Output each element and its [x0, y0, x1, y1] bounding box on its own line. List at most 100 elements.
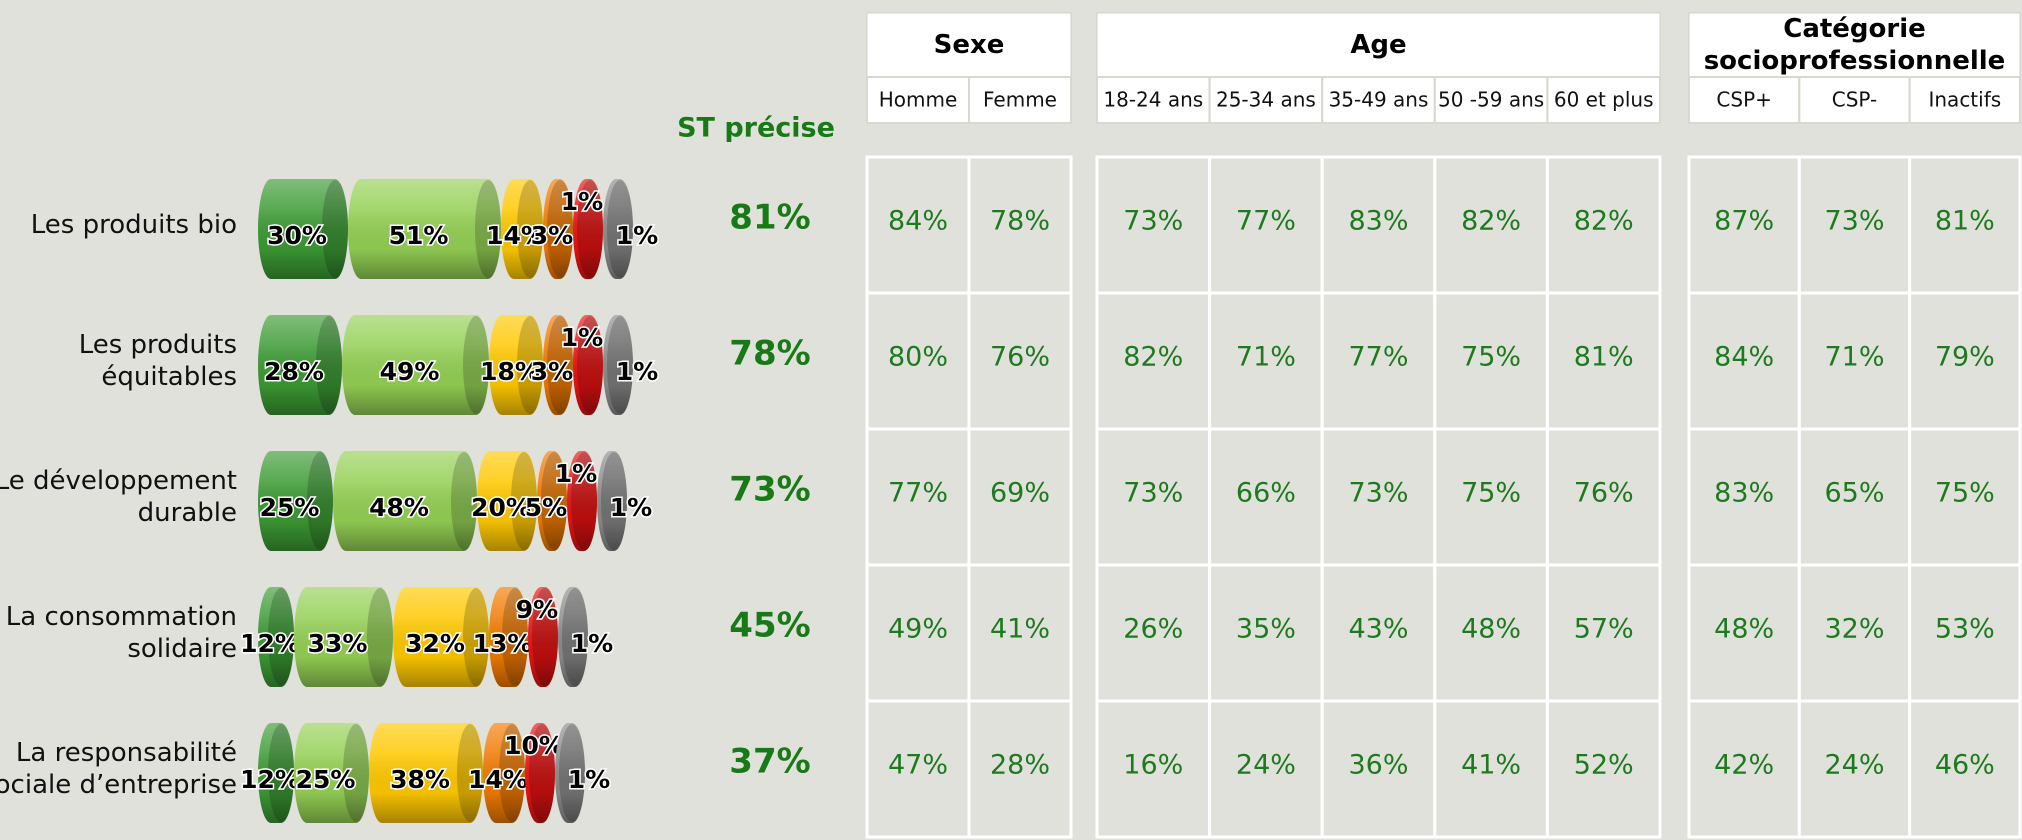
cell-value: 83%: [1348, 206, 1408, 237]
segment-cap: [562, 588, 588, 686]
segment-cap: [559, 724, 585, 822]
cell-value: 77%: [1348, 342, 1408, 373]
segment-cap: [307, 452, 333, 550]
segment-shade: [258, 179, 348, 279]
segment-cap: [499, 724, 525, 822]
cell-value: 46%: [1935, 750, 1995, 781]
segment-cap: [577, 180, 603, 278]
group-title-line: Sexe: [934, 30, 1005, 60]
segment-label: 25%: [296, 765, 356, 794]
table-cell: [1208, 427, 1324, 567]
segment-shade: [258, 451, 333, 551]
segment-shade: [489, 587, 528, 687]
group-title: Sexe: [934, 30, 1005, 60]
segment-cap: [268, 588, 294, 686]
segment-cap: [367, 588, 393, 686]
table-cell: [967, 699, 1073, 839]
category-label-line: Les produits bio: [31, 210, 237, 240]
segment-label: 1%: [610, 493, 652, 522]
segment-cap: [268, 724, 294, 822]
cell-value: 80%: [888, 342, 948, 373]
segment-cap: [511, 452, 537, 550]
cell-value: 71%: [1236, 342, 1296, 373]
cell-value: 52%: [1574, 750, 1634, 781]
segment-shade: [567, 451, 597, 551]
segment-cap: [463, 316, 489, 414]
column-label: 60 et plus: [1554, 88, 1654, 112]
column-label: 35-49 ans: [1329, 88, 1429, 112]
cell-value: 81%: [1935, 206, 1995, 237]
table-cell: [1687, 155, 1801, 295]
cell-value: 24%: [1824, 750, 1884, 781]
cell-value: 77%: [888, 478, 948, 509]
cell-value: 73%: [1123, 478, 1183, 509]
table-cell: [1095, 155, 1212, 295]
segment-label: 1%: [561, 187, 603, 216]
category-label-line: Le développement: [0, 466, 237, 496]
cell-value: 47%: [888, 750, 948, 781]
table-cell: [1908, 155, 2022, 295]
segment-shade: [348, 179, 501, 279]
cell-value: 73%: [1348, 478, 1408, 509]
table-cell: [1433, 155, 1549, 295]
segment-cap: [322, 180, 348, 278]
table-cell: [967, 291, 1073, 431]
segment-label: 3%: [531, 221, 573, 250]
segment-shade: [543, 179, 573, 279]
column-header: [1321, 76, 1436, 124]
segment-shade: [258, 723, 294, 823]
category-label: La consommation solidaire: [6, 602, 237, 664]
cell-value: 76%: [990, 342, 1050, 373]
segment-cap: [343, 724, 369, 822]
category-label-line: durable: [138, 498, 237, 528]
st-value: 45%: [729, 606, 810, 646]
category-label-line: équitables: [101, 362, 237, 392]
cell-value: 73%: [1123, 206, 1183, 237]
segment-label: 1%: [568, 765, 610, 794]
segment-cap: [517, 316, 543, 414]
table-cell: [1433, 563, 1549, 703]
column-header: [1096, 76, 1211, 124]
segment-shade: [489, 315, 543, 415]
segment-label: 20%: [471, 493, 531, 522]
segment-label: 14%: [468, 765, 528, 794]
st-value: 78%: [729, 334, 810, 374]
cell-value: 82%: [1461, 206, 1521, 237]
table-cell: [1095, 699, 1212, 839]
cell-value: 48%: [1461, 614, 1521, 645]
segment-shade: [525, 723, 555, 823]
segment-cap: [451, 452, 477, 550]
column-label: 50 -59 ans: [1438, 88, 1544, 112]
segment-label: 10%: [504, 731, 564, 760]
segment-shade: [573, 315, 603, 415]
st-value: 81%: [729, 198, 810, 238]
segment-label: 5%: [525, 493, 567, 522]
segment-label: 3%: [531, 357, 573, 386]
category-label-line: La responsabilité: [16, 738, 237, 768]
cell-value: 75%: [1461, 342, 1521, 373]
segment-shade: [528, 587, 558, 687]
cell-value: 77%: [1236, 206, 1296, 237]
segment-cap: [517, 180, 543, 278]
cell-value: 71%: [1824, 342, 1884, 373]
segment-label: 13%: [473, 629, 533, 658]
table-cell: [1320, 563, 1437, 703]
segment-shade: [393, 587, 489, 687]
segment-cap: [601, 452, 627, 550]
category-label: Le développement durable: [0, 466, 237, 528]
segment-label: 12%: [240, 765, 300, 794]
cell-value: 36%: [1348, 750, 1408, 781]
group-title: Age: [1350, 30, 1406, 60]
segment-shade: [369, 723, 483, 823]
cell-value: 87%: [1714, 206, 1774, 237]
cell-value: 82%: [1574, 206, 1634, 237]
table-cell: [1095, 563, 1212, 703]
column-label: Inactifs: [1928, 88, 2001, 112]
category-label: La responsabilité sociale d’entreprise: [0, 738, 237, 800]
group-title-line: Catégorie: [1783, 14, 1926, 44]
segment-cap: [475, 180, 501, 278]
category-label-line: solidaire: [127, 634, 237, 664]
column-label: CSP-: [1832, 88, 1878, 112]
column-header: [1908, 76, 2021, 124]
